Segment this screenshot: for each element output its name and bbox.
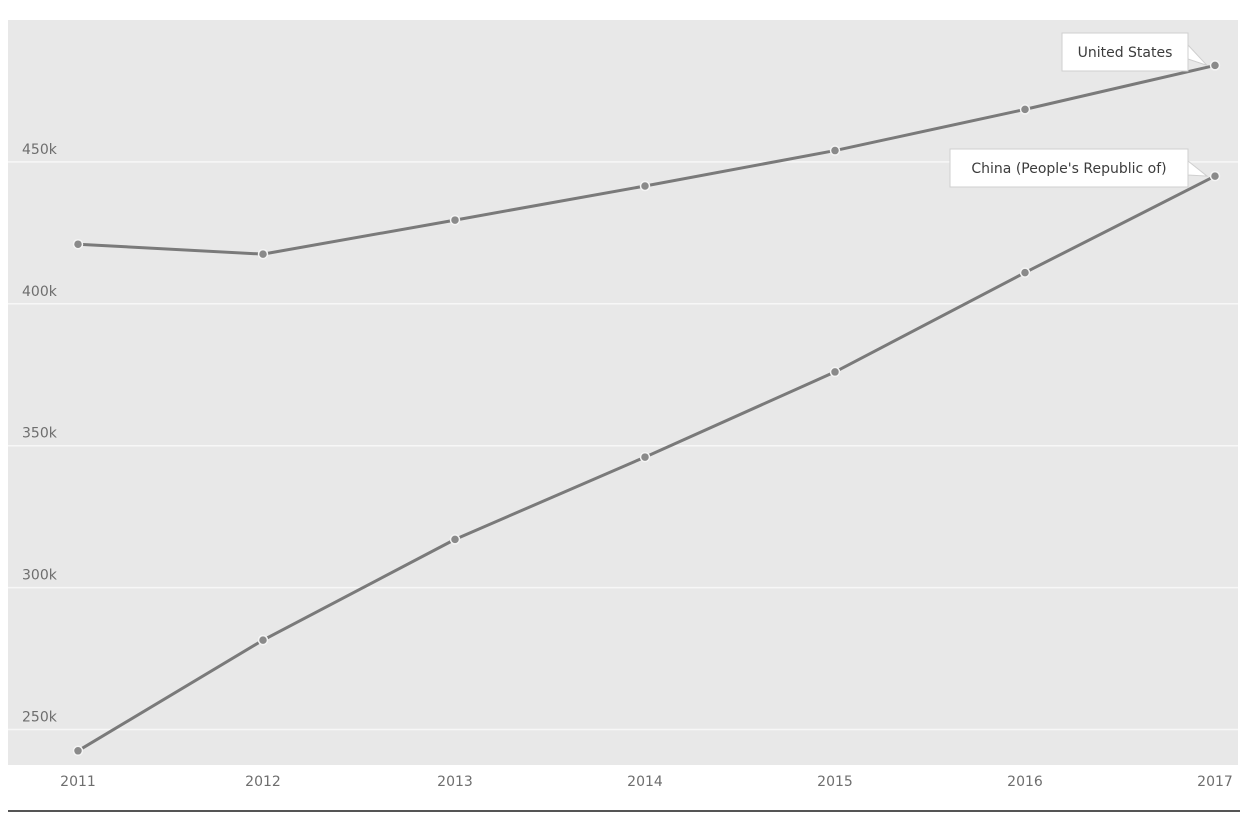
x-tick-label: 2014 — [627, 774, 663, 790]
series-label: China (People's Republic of) — [971, 161, 1166, 177]
series-label: United States — [1078, 45, 1173, 61]
callout-box — [1061, 32, 1189, 72]
data-point[interactable] — [449, 534, 461, 545]
gridlines — [8, 161, 1238, 731]
data-point[interactable] — [639, 180, 651, 192]
series-group — [72, 60, 1221, 260]
data-point[interactable] — [72, 745, 84, 757]
x-tick-label: 2013 — [437, 774, 473, 790]
data-point[interactable] — [257, 634, 269, 646]
series-group — [72, 170, 1221, 757]
series-callout: China (People's Republic of) — [949, 148, 1209, 188]
data-point[interactable] — [1209, 170, 1221, 182]
x-tick-label: 2012 — [245, 774, 281, 790]
y-tick-label: 400k — [22, 284, 58, 300]
series-lines — [72, 60, 1221, 757]
y-tick-label: 300k — [22, 568, 58, 584]
y-tick-label: 350k — [22, 426, 58, 442]
data-point[interactable] — [449, 214, 461, 226]
x-tick-label: 2017 — [1197, 774, 1233, 790]
series-callouts: United States China (People's Republic of… — [949, 32, 1209, 188]
series-callout: United States — [1061, 32, 1208, 72]
data-point[interactable] — [1019, 104, 1031, 115]
plot-background — [8, 20, 1238, 765]
x-axis-tick-labels: 2011 2012 2013 2014 2015 2016 2017 — [60, 774, 1233, 790]
callout-box — [949, 148, 1189, 188]
data-point[interactable] — [1019, 267, 1031, 278]
data-point[interactable] — [829, 145, 841, 156]
data-point[interactable] — [639, 451, 651, 463]
data-point[interactable] — [1209, 60, 1221, 71]
x-tick-label: 2016 — [1007, 774, 1043, 790]
y-axis-tick-labels: 250k 300k 350k 400k 450k — [22, 142, 58, 726]
x-tick-label: 2011 — [60, 774, 96, 790]
data-point[interactable] — [257, 248, 269, 260]
y-tick-label: 450k — [22, 142, 58, 158]
y-tick-label: 250k — [22, 710, 58, 726]
data-point[interactable] — [829, 366, 841, 378]
x-tick-label: 2015 — [817, 774, 853, 790]
data-point[interactable] — [72, 238, 84, 250]
